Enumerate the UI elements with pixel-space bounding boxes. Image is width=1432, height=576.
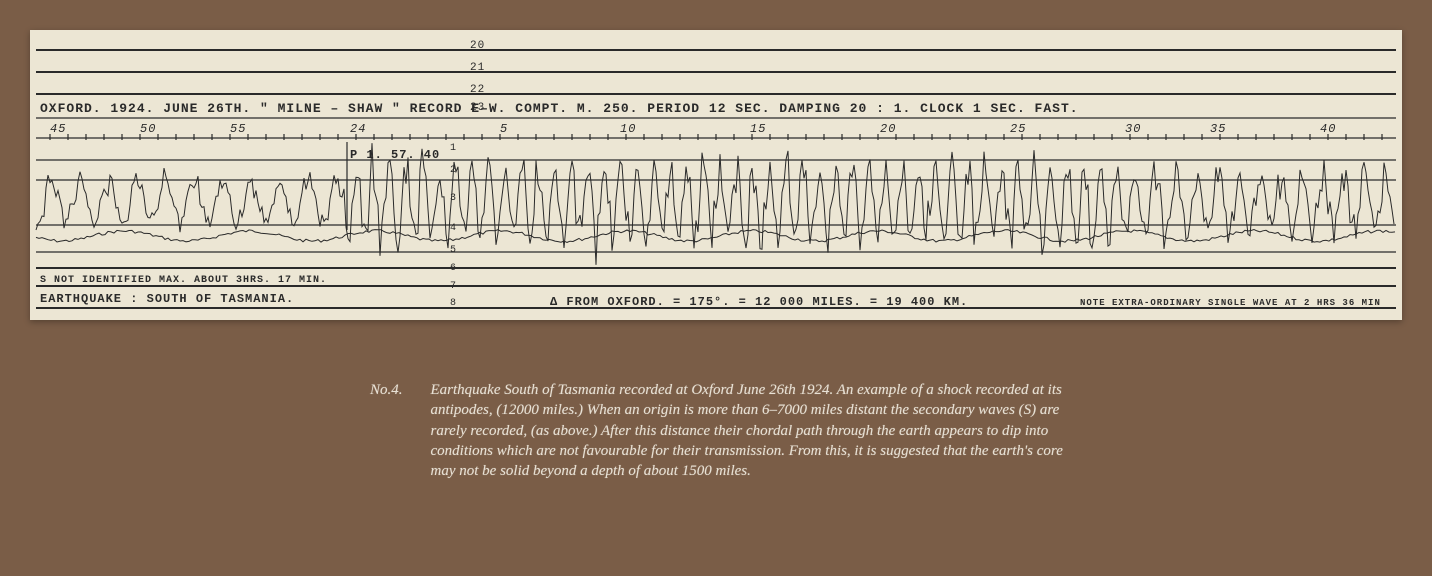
svg-text:Δ FROM OXFORD. = 175°.: Δ FROM OXFORD. = 175°. = 12 000 MILES. =… [550, 295, 968, 309]
svg-text:7: 7 [450, 281, 457, 292]
svg-text:24: 24 [350, 122, 366, 136]
seismic-trace-main [36, 143, 1394, 265]
plate-caption: No.4. Earthquake South of Tasmania recor… [370, 380, 1070, 481]
svg-text:21: 21 [470, 62, 485, 74]
seismogram-svg: 20212223 OXFORD. 1924. JUNE 26TH. " MILN… [30, 30, 1402, 320]
svg-text:22: 22 [470, 84, 485, 96]
svg-text:40: 40 [1320, 122, 1336, 136]
mount-board: 20212223 OXFORD. 1924. JUNE 26TH. " MILN… [0, 0, 1432, 576]
caption-body: Earthquake South of Tasmania recorded at… [431, 380, 1070, 481]
minute-tick-marks [50, 134, 1382, 140]
svg-text:10: 10 [620, 122, 636, 136]
svg-text:20: 20 [880, 122, 896, 136]
seismogram-record: 20212223 OXFORD. 1924. JUNE 26TH. " MILN… [30, 30, 1402, 320]
svg-text:30: 30 [1125, 122, 1141, 136]
svg-text:5: 5 [450, 245, 457, 256]
svg-text:50: 50 [140, 122, 156, 136]
svg-text:15: 15 [750, 122, 766, 136]
svg-text:25: 25 [1010, 122, 1026, 136]
svg-text:45: 45 [50, 122, 66, 136]
record-header: OXFORD. 1924. JUNE 26TH. " MILNE – SHAW … [40, 101, 1079, 116]
svg-text:6: 6 [450, 263, 457, 274]
svg-text:20: 20 [470, 40, 485, 52]
p-wave-marker: P 1. 57. 40 [350, 148, 440, 162]
caption-number: No.4. [370, 380, 403, 481]
svg-text:35: 35 [1210, 122, 1226, 136]
lower-annotations: S NOT IDENTIFIED MAX. ABOUT 3HRS. 17 MIN… [40, 275, 1381, 309]
seismic-trace-lower [36, 230, 1395, 243]
svg-text:S NOT IDENTIFIED MAX.: S NOT IDENTIFIED MAX. ABOUT 3HRS. 17 MIN… [40, 275, 327, 286]
rule-lines [36, 50, 1396, 308]
svg-text:1: 1 [450, 143, 457, 154]
svg-text:55: 55 [230, 122, 246, 136]
time-tick-labels: 45 50 55 24 5 10 15 20 25 30 35 40 [50, 122, 1336, 136]
svg-text:8: 8 [450, 298, 457, 309]
svg-text:EARTHQUAKE : SOUTH OF TAS: EARTHQUAKE : SOUTH OF TASMANIA. [40, 292, 294, 306]
svg-text:4: 4 [450, 223, 457, 234]
svg-text:5: 5 [500, 122, 508, 136]
svg-text:NOTE EXTRA-ORDINARY SINGLE: NOTE EXTRA-ORDINARY SINGLE WAVE AT 2 HRS… [1080, 298, 1381, 308]
